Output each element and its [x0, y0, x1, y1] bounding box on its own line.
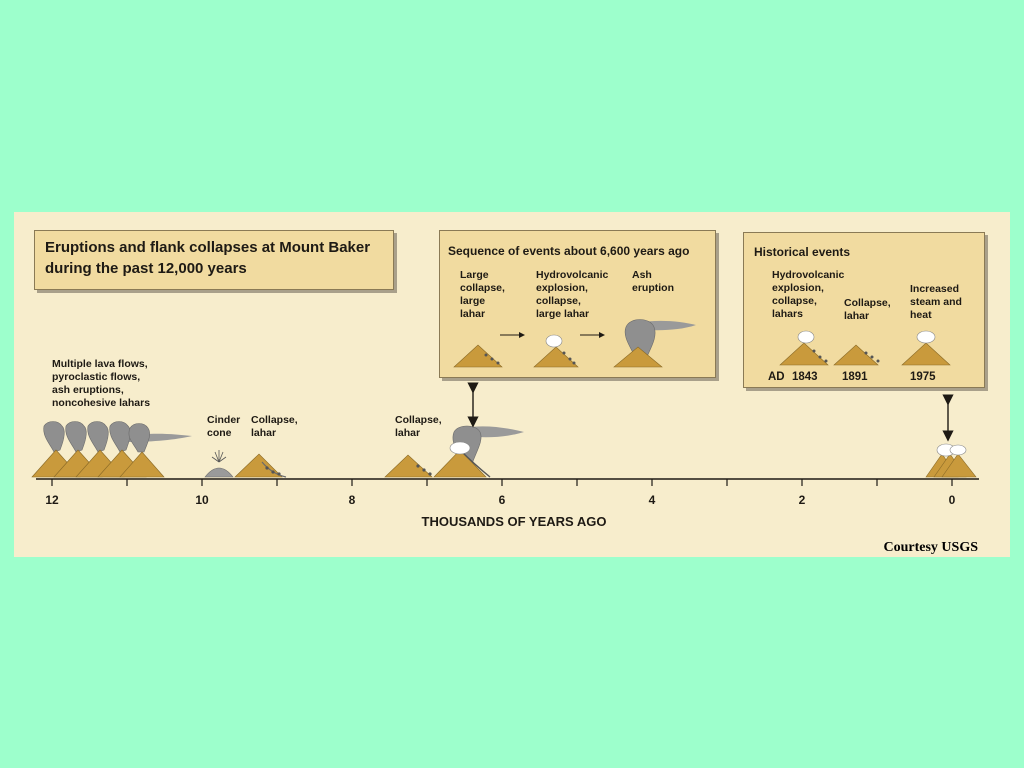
collapse-lahar-label-1: Collapse, lahar	[251, 414, 298, 439]
mount-baker-figure: Eruptions and flank collapses at Mount B…	[14, 212, 1010, 557]
historical-box-title: Historical events	[754, 245, 851, 259]
tick-label-2: 2	[798, 493, 806, 507]
sequence-step-2: Hydrovolcanic explosion, collapse, large…	[536, 269, 609, 320]
historical-volcano-1891	[833, 344, 880, 366]
collapse-lahar-label-2: Collapse, lahar	[395, 414, 442, 439]
historical-box: Historical events Hydrovolcanic explosio…	[743, 232, 985, 388]
tick-label-10: 10	[195, 493, 209, 507]
lava-flows-label: Multiple lava flows, pyroclastic flows, …	[52, 358, 151, 409]
historical-graphics	[779, 330, 951, 366]
title-line-1: Eruptions and flank collapses at Mount B…	[45, 239, 371, 256]
historical-event-1: Hydrovolcanic explosion, collapse, lahar…	[772, 269, 845, 320]
historical-volcano-1975	[901, 330, 951, 366]
present-volcano	[925, 443, 977, 478]
lava-eruption-volcanoes	[31, 421, 192, 478]
axis-title: THOUSANDS OF YEARS AGO	[421, 514, 607, 529]
collapse-volcano-7ka	[384, 454, 433, 478]
sequence-step-3: Ash eruption	[632, 269, 674, 294]
title-line-2: during the past 12,000 years	[45, 260, 247, 277]
timeline-ticks	[51, 479, 953, 486]
tick-label-4: 4	[648, 493, 656, 507]
historical-event-3: Increased steam and heat	[910, 283, 962, 321]
tick-label-6: 6	[498, 493, 506, 507]
cinder-cone	[204, 450, 234, 478]
sequence-volcano-3	[613, 319, 696, 368]
tick-label-0: 0	[948, 493, 956, 507]
year-label-ad: AD	[768, 371, 785, 383]
diagram-graphics	[31, 382, 979, 486]
credit-text: Courtesy USGS	[883, 540, 978, 555]
year-label-1891: 1891	[842, 371, 868, 383]
tick-label-8: 8	[348, 493, 356, 507]
sequence-box: Sequence of events about 6,600 years ago…	[439, 230, 716, 378]
sequence-step-1: Large collapse, large lahar	[460, 269, 505, 320]
historical-event-2: Collapse, lahar	[844, 297, 891, 322]
year-label-1975: 1975	[910, 371, 936, 383]
collapse-volcano-9ka	[234, 453, 287, 478]
tick-label-12: 12	[45, 493, 59, 507]
title-box: Eruptions and flank collapses at Mount B…	[34, 230, 394, 290]
sequence-volcano-2	[533, 334, 579, 368]
sequence-graphics	[453, 319, 696, 368]
cinder-cone-label: Cinder cone	[207, 414, 241, 439]
year-label-1843: 1843	[792, 371, 818, 383]
eruption-volcano-6ka	[433, 425, 524, 478]
sequence-box-title: Sequence of events about 6,600 years ago	[448, 244, 690, 258]
historical-volcano-1843	[779, 330, 829, 366]
sequence-volcano-1	[453, 344, 503, 368]
